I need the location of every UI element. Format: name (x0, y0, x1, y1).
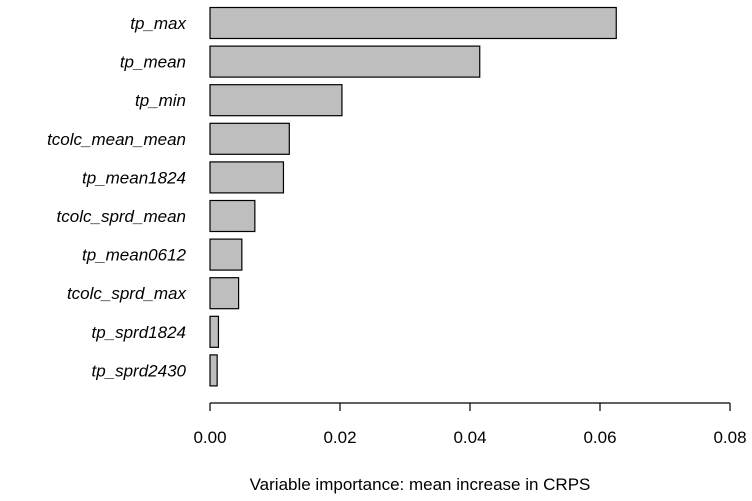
bar-tp_sprd1824 (209, 315, 220, 348)
bar-tp_min (209, 84, 343, 117)
category-labels: tp_max tp_mean tp_min tcolc_mean_mean tp_mea… (47, 14, 186, 380)
category-label: tcolc_sprd_max (67, 284, 187, 303)
category-label: tcolc_mean_mean (47, 130, 186, 149)
category-label: tp_mean1824 (82, 168, 186, 187)
category-label: tp_sprd2430 (91, 361, 186, 380)
category-label: tp_sprd1824 (91, 323, 186, 342)
bar-tp_max (209, 6, 617, 40)
bar-tp_sprd2430 (209, 354, 218, 387)
bar-tcolc_sprd_max (209, 277, 240, 310)
bar-tp_mean1824 (209, 161, 285, 194)
bar-tcolc_mean_mean (209, 122, 290, 155)
x-tick-label: 0.06 (583, 428, 616, 447)
category-label: tp_max (130, 14, 186, 33)
x-tick-label: 0.02 (323, 428, 356, 447)
x-axis-title: Variable importance: mean increase in CR… (250, 475, 591, 494)
x-axis: 0.00 0.02 0.04 0.06 0.08 (193, 402, 747, 447)
x-tick-label: 0.08 (713, 428, 746, 447)
category-label: tcolc_sprd_mean (57, 207, 186, 226)
category-label: tp_mean0612 (82, 246, 187, 265)
bar-tp_mean (209, 45, 481, 78)
x-tick-label: 0.04 (453, 428, 486, 447)
bar-tcolc_sprd_mean (209, 199, 256, 233)
bar-tp_mean0612 (209, 238, 243, 271)
bars (209, 6, 617, 387)
category-label: tp_min (135, 91, 186, 110)
x-ticks: 0.00 0.02 0.04 0.06 0.08 (193, 403, 747, 447)
x-tick-label: 0.00 (193, 428, 226, 447)
category-label: tp_mean (120, 53, 186, 72)
